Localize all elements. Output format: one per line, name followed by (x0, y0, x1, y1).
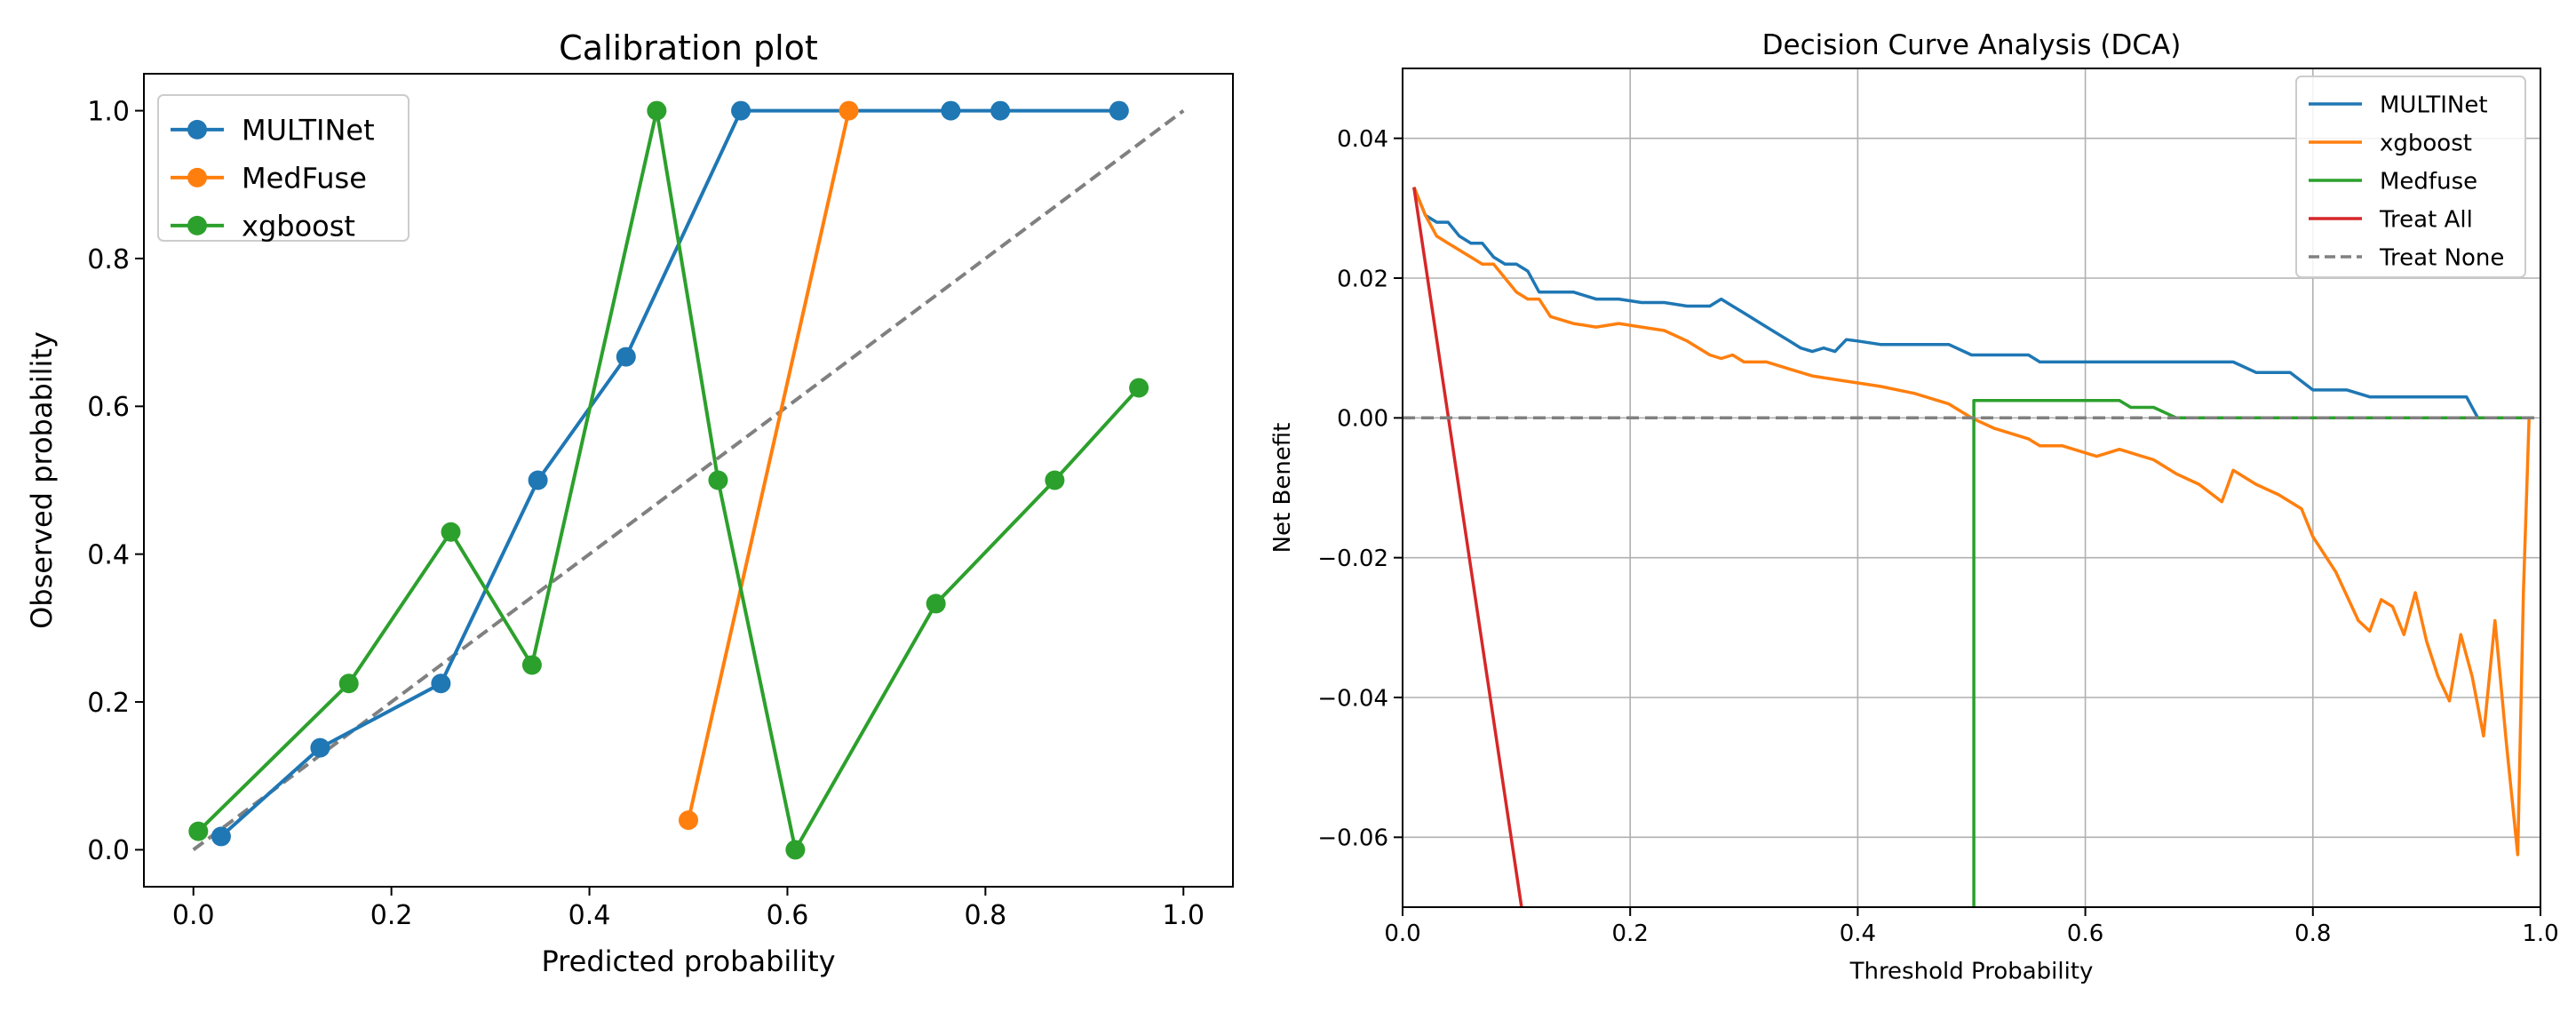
data-point-multinet (616, 347, 636, 367)
data-point-multinet (731, 100, 751, 121)
legend: MULTINet MedFuse xgboost (157, 94, 409, 243)
data-point-xgboost (785, 840, 806, 860)
dca-plot: 0.0 0.2 0.4 0.6 0.8 1.0 −0.06 −0.04 −0.02 0.00 0.0… (1269, 29, 2559, 985)
y-tick-label: 0.02 (1337, 266, 1388, 292)
legend-label-medfuse: MedFuse (242, 161, 367, 195)
x-tick-label: 0.2 (370, 900, 413, 931)
legend-label-multinet: MULTINet (242, 113, 375, 147)
data-point-multinet (990, 100, 1011, 121)
legend-label-treat-none: Treat None (2379, 244, 2504, 271)
series-line-xgboost (1412, 187, 2531, 857)
data-point-multinet (1109, 100, 1129, 121)
y-tick-label: 0.6 (87, 392, 130, 423)
y-tick-label: −0.06 (1317, 825, 1388, 852)
chart-title: Calibration plot (559, 28, 818, 68)
y-tick-label: 0.04 (1337, 126, 1388, 153)
data-point-medfuse (839, 100, 859, 121)
y-tick-label: 0.8 (87, 244, 130, 275)
legend-label-xgboost: xgboost (2380, 130, 2472, 156)
chart-title: Decision Curve Analysis (DCA) (1762, 29, 2182, 61)
legend-marker-multinet (187, 119, 207, 139)
data-point-medfuse (679, 810, 698, 831)
series-line-medfuse (687, 110, 851, 821)
x-tick-label: 0.8 (2294, 920, 2331, 947)
data-point-multinet (431, 673, 451, 694)
series-line-xgboost (196, 108, 1141, 852)
x-tick-label: 1.0 (1162, 900, 1205, 931)
data-point-xgboost (441, 522, 461, 542)
data-point-multinet (310, 737, 330, 758)
y-tick-label: 0.4 (87, 539, 130, 570)
legend-label-treat-all: Treat All (2379, 206, 2473, 233)
plot-area (192, 108, 1185, 852)
data-point-xgboost (521, 655, 542, 675)
series-line-medfuse (1972, 398, 2530, 907)
plot-area (1403, 187, 2540, 907)
x-axis-label: Threshold Probability (1849, 959, 2094, 985)
legend-marker-medfuse (187, 167, 207, 187)
y-tick-label: 1.0 (87, 96, 130, 127)
axes-frame (1402, 68, 2541, 908)
y-axis-label: Observed probability (25, 331, 59, 629)
data-point-multinet (211, 826, 231, 847)
legend-label-xgboost: xgboost (242, 209, 355, 243)
x-tick-label: 0.4 (1840, 920, 1876, 947)
axes-frame (143, 73, 1234, 888)
x-tick-label: 0.2 (1612, 920, 1649, 947)
x-axis-label: Predicted probability (541, 944, 835, 978)
x-tick-label: 0.4 (568, 900, 611, 931)
legend-label-multinet: MULTINet (2380, 92, 2488, 118)
legend-box (157, 94, 409, 242)
data-point-xgboost (1045, 470, 1065, 490)
data-point-xgboost (926, 594, 946, 614)
y-tick-label: 0.0 (87, 835, 130, 866)
y-tick-label: −0.04 (1317, 685, 1388, 712)
series-line-treat-all (1412, 187, 1523, 907)
series-line-multinet (1412, 187, 2530, 420)
y-tick-label: 0.00 (1337, 406, 1388, 433)
y-tick-label: −0.02 (1317, 546, 1388, 572)
calibration-plot: 0.0 0.2 0.4 0.6 0.8 1.0 0.0 0.2 0.4 0.6 0.8 1.0 Cali… (25, 28, 1234, 978)
x-tick-label: 0.6 (767, 900, 809, 931)
data-point-xgboost (647, 100, 667, 121)
x-tick-label: 0.0 (1384, 920, 1420, 947)
legend-marker-xgboost (187, 215, 207, 235)
x-tick-label: 1.0 (2522, 920, 2558, 947)
data-point-xgboost (338, 673, 359, 694)
data-point-xgboost (708, 470, 728, 490)
x-tick-label: 0.6 (2067, 920, 2103, 947)
data-point-xgboost (188, 821, 209, 841)
legend-box (2295, 76, 2526, 278)
legend: MULTINet xgboost Medfuse Treat All Treat Non… (2295, 76, 2526, 278)
data-point-multinet (528, 470, 548, 490)
y-axis-label: Net Benefit (1269, 423, 1296, 554)
data-point-multinet (941, 100, 961, 121)
y-tick-label: 0.2 (87, 688, 130, 719)
data-point-xgboost (1129, 378, 1149, 398)
x-tick-label: 0.8 (965, 900, 1007, 931)
x-tick-label: 0.0 (172, 900, 215, 931)
legend-label-medfuse: Medfuse (2380, 168, 2477, 195)
